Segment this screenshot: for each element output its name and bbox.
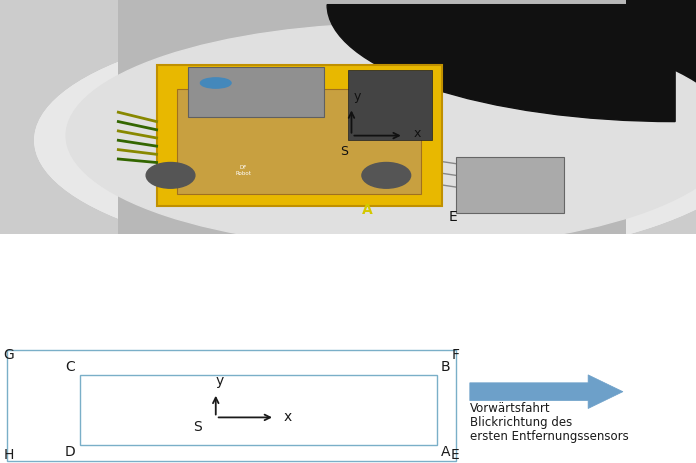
- Bar: [157, 65, 442, 206]
- Text: S: S: [340, 145, 349, 158]
- Text: B: B: [441, 360, 450, 374]
- Text: y: y: [354, 90, 361, 103]
- Ellipse shape: [362, 163, 411, 188]
- Text: A: A: [362, 203, 372, 217]
- Text: DF
Robot: DF Robot: [236, 165, 251, 176]
- Text: x: x: [414, 127, 422, 140]
- Text: x: x: [284, 410, 292, 425]
- Bar: [7, 350, 456, 461]
- Bar: [188, 67, 324, 117]
- Bar: [118, 0, 626, 234]
- Text: C: C: [65, 360, 75, 374]
- Text: ersten Entfernungssensors: ersten Entfernungssensors: [470, 430, 628, 443]
- Text: Vorwärtsfahrt: Vorwärtsfahrt: [470, 401, 551, 414]
- Wedge shape: [327, 0, 696, 124]
- Bar: [177, 89, 421, 194]
- Bar: [348, 70, 432, 140]
- Circle shape: [35, 19, 696, 262]
- Text: y: y: [216, 374, 224, 388]
- Text: E: E: [449, 210, 458, 224]
- Bar: [80, 375, 437, 445]
- Text: Blickrichtung des: Blickrichtung des: [470, 416, 572, 429]
- Text: F: F: [452, 349, 459, 363]
- Wedge shape: [327, 5, 675, 122]
- Text: D: D: [65, 445, 75, 459]
- Text: H: H: [3, 448, 14, 462]
- Circle shape: [200, 78, 231, 88]
- Polygon shape: [470, 375, 623, 408]
- Text: A: A: [441, 445, 450, 459]
- Circle shape: [35, 19, 696, 262]
- Bar: [456, 156, 564, 213]
- Circle shape: [66, 23, 696, 248]
- Text: S: S: [193, 420, 202, 434]
- Ellipse shape: [146, 163, 195, 188]
- Wedge shape: [327, 0, 696, 124]
- Text: G: G: [3, 349, 14, 363]
- Text: E: E: [450, 448, 459, 462]
